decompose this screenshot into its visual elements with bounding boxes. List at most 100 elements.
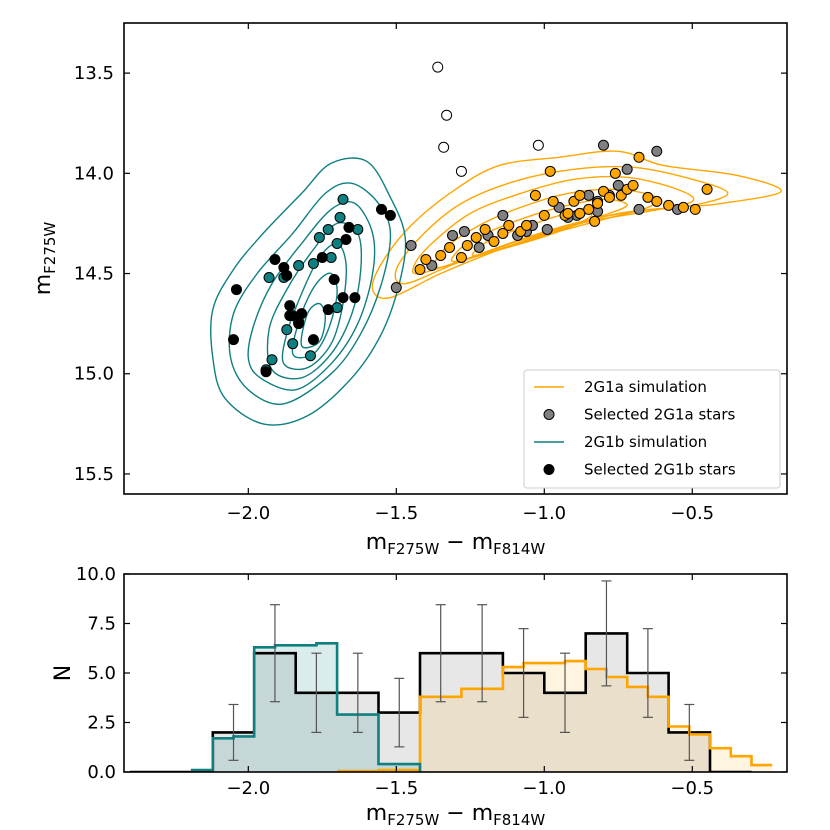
top-y-tick-label: 14.0 (74, 163, 114, 184)
bottom-y-tick-label: 7.5 (87, 614, 116, 635)
contour-2G1a-1 (394, 165, 729, 285)
scatter-point-s1-4 (455, 251, 467, 263)
scatter-point-s4-1 (228, 334, 240, 346)
legend-label: Selected 2G1b stars (584, 461, 736, 479)
scatter-point-s4-14 (340, 233, 352, 245)
top-y-tick-label: 15.0 (74, 364, 114, 385)
scatter-point-s1-36 (574, 189, 586, 201)
sim-2G1a-step (337, 659, 773, 772)
scatter-point-s4-20 (284, 310, 296, 322)
scatter-point-s0-22 (597, 139, 609, 151)
scatter-point-s0-20 (651, 145, 663, 157)
top-axes: −2.0 −1.5 −1.0 −0.5 13.5 14.0 14.5 15.0 15.5 mF27… (31, 22, 788, 558)
scatter-point-s1-28 (642, 191, 654, 203)
top-y-tick-label: 15.5 (74, 464, 114, 485)
scatter-point-s0-17 (612, 179, 624, 191)
scatter-point-s4-10 (316, 251, 328, 263)
scatter-point-s1-2 (435, 249, 447, 261)
scatter-point-s1-14 (538, 209, 550, 221)
scatter-points-group (228, 61, 713, 378)
histogram-steps (129, 632, 773, 772)
legend-label: 2G1b simulation (584, 433, 707, 451)
bottom-x-tick-label: −1.0 (522, 778, 566, 799)
scatter-point-s1-10 (503, 219, 515, 231)
scatter-point-s1-27 (633, 151, 645, 163)
scatter-point-s0-18 (621, 163, 633, 175)
scatter-point-s0-0 (390, 282, 402, 294)
scatter-point-s1-7 (479, 223, 491, 235)
scatter-point-s1-30 (663, 199, 675, 211)
scatter-point-s4-16 (349, 292, 361, 304)
top-panel-scatter: −2.0 −1.5 −1.0 −0.5 13.5 14.0 14.5 15.0 15.5 mF27… (31, 22, 788, 558)
top-x-axis-label: mF275W − mF814W (366, 530, 546, 558)
scatter-point-s1-22 (603, 191, 615, 203)
scatter-point-s4-4 (281, 270, 293, 282)
scatter-point-s1-5 (461, 239, 473, 251)
scatter-point-s0-1 (405, 239, 417, 251)
contour-2G1b-1 (228, 182, 392, 405)
scatter-point-s1-1 (420, 254, 432, 266)
scatter-point-s4-5 (284, 300, 296, 312)
legend-label: Selected 2G1a stars (584, 406, 736, 424)
scatter-point-s1-12 (521, 219, 533, 231)
scatter-point-s3-16 (307, 258, 319, 270)
scatter-point-s3-2 (322, 223, 334, 235)
bottom-y-axis-label: N (51, 665, 76, 681)
scatter-point-s4-18 (376, 203, 388, 215)
bottom-y-tick-label: 2.5 (87, 713, 116, 734)
bottom-x-tick-label: −1.5 (374, 778, 418, 799)
top-x-tick-label: −1.5 (374, 503, 418, 524)
sim-2G1b-step (190, 641, 422, 772)
scatter-point-s4-2 (269, 254, 281, 266)
legend-label: 2G1a simulation (584, 378, 707, 396)
legend-marker-icon (543, 409, 555, 420)
error-bars (228, 580, 695, 761)
bottom-axes: −2.0 −1.5 −1.0 −0.5 0.0 2.5 5.0 7.5 10.0 mF275W −… (51, 564, 788, 829)
bottom-panel-histogram: −2.0 −1.5 −1.0 −0.5 0.0 2.5 5.0 7.5 10.0 mF275W −… (51, 564, 788, 829)
scatter-point-s1-35 (589, 215, 601, 227)
top-frame (123, 22, 788, 495)
scatter-point-s3-11 (304, 350, 316, 362)
scatter-point-s3-3 (313, 231, 325, 243)
contour-2G1a-2 (411, 175, 695, 275)
scatter-point-s3-1 (334, 211, 346, 223)
scatter-point-s1-18 (574, 207, 586, 219)
scatter-point-s1-37 (562, 207, 574, 219)
top-x-tick-label: −0.5 (670, 503, 714, 524)
scatter-point-s1-9 (497, 227, 509, 239)
scatter-point-s1-33 (701, 183, 713, 195)
bottom-y-tick-label: 10.0 (76, 564, 116, 585)
scatter-point-s2-4 (532, 139, 544, 151)
scatter-point-s3-15 (331, 237, 343, 249)
scatter-point-s1-19 (583, 203, 595, 215)
scatter-point-s3-12 (266, 354, 278, 366)
scatter-point-s0-11 (541, 223, 553, 235)
scatter-point-s3-5 (293, 260, 305, 272)
top-y-axis-label: mF275W (31, 222, 59, 296)
scatter-point-s4-17 (384, 209, 396, 221)
scatter-point-s0-19 (633, 203, 645, 215)
legend-box (523, 369, 781, 489)
bottom-x-tick-label: −0.5 (670, 778, 714, 799)
scatter-point-s3-7 (263, 272, 275, 284)
scatter-point-s4-21 (293, 318, 305, 330)
top-y-tick-label: 14.5 (74, 264, 114, 285)
scatter-point-s0-3 (447, 229, 459, 241)
scatter-point-s3-14 (352, 223, 364, 235)
scatter-point-s3-0 (337, 193, 349, 205)
scatter-point-s1-6 (470, 231, 482, 243)
scatter-point-s3-8 (331, 302, 343, 314)
scatter-point-s1-20 (592, 197, 604, 209)
scatter-point-s4-15 (343, 221, 355, 233)
scatter-point-s1-15 (547, 195, 559, 207)
scatter-point-s2-0 (432, 61, 444, 73)
contour-2G1b-0 (210, 157, 407, 426)
scatter-point-s0-7 (497, 209, 509, 221)
scatter-point-s4-9 (307, 334, 319, 346)
bottom-y-tick-label: 0.0 (87, 762, 116, 783)
scatter-point-s1-34 (544, 165, 556, 177)
top-y-tick-label: 13.5 (74, 63, 114, 84)
top-x-tick-label: −1.0 (522, 503, 566, 524)
scatter-point-s2-3 (455, 165, 467, 177)
